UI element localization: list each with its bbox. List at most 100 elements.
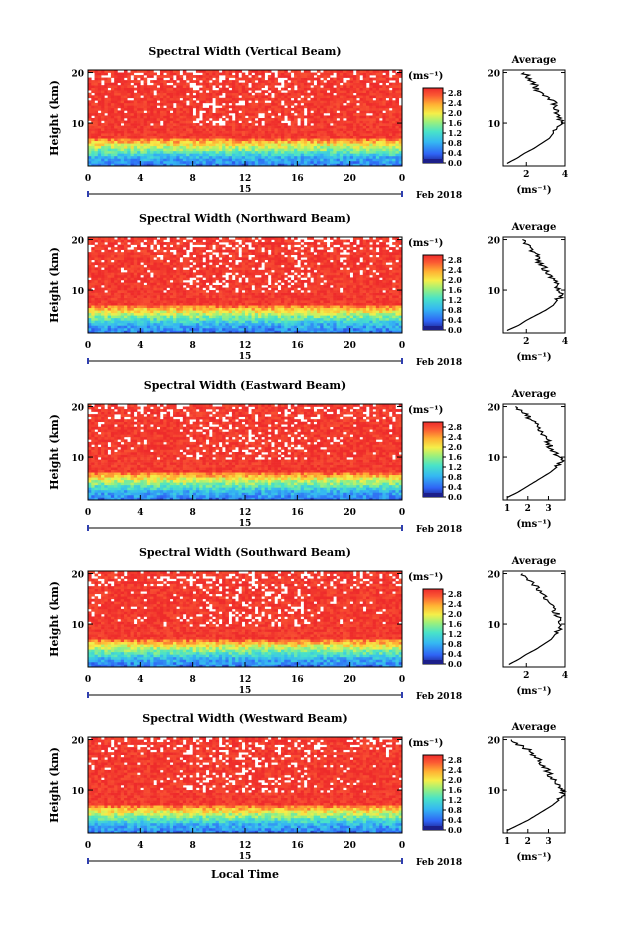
heatmap-cell	[159, 302, 164, 306]
heatmap-cell	[274, 120, 279, 124]
heatmap-cell	[313, 145, 318, 149]
heatmap-cell	[163, 90, 167, 94]
heatmap-cell	[241, 317, 246, 321]
heatmap-cell	[343, 148, 347, 152]
heatmap-cell	[326, 325, 331, 329]
heatmap-cell	[261, 100, 265, 104]
heatmap-cell	[195, 160, 200, 164]
heatmap-cell	[228, 85, 233, 88]
heatmap-cell	[251, 128, 256, 131]
heatmap-cell	[235, 85, 239, 88]
heatmap-cell	[146, 297, 151, 301]
heatmap-cell	[326, 310, 331, 314]
heatmap-cell	[189, 105, 193, 109]
heatmap-cell	[238, 70, 243, 73]
heatmap-cell	[182, 123, 187, 126]
heatmap-cell	[323, 302, 328, 306]
heatmap-cell	[362, 110, 367, 114]
heatmap-cell	[163, 153, 167, 157]
heatmap-cell	[104, 72, 108, 76]
heatmap-cell	[359, 87, 364, 91]
heatmap-cell	[127, 105, 131, 109]
heatmap-cell	[209, 327, 213, 331]
heatmap-cell	[392, 295, 396, 298]
heatmap-cell	[330, 90, 334, 94]
heatmap-cell	[297, 75, 301, 78]
heatmap-cell	[274, 123, 279, 126]
heatmap-cell	[287, 302, 292, 306]
heatmap-cell	[375, 92, 380, 96]
heatmap-cell	[310, 100, 314, 104]
heatmap-cell	[133, 80, 138, 83]
heatmap-cell	[359, 97, 364, 101]
heatmap-cell	[166, 317, 171, 321]
heatmap-cell	[205, 123, 210, 126]
heatmap-cell	[274, 153, 279, 157]
heatmap-cell	[91, 297, 95, 301]
heatmap-cell	[267, 290, 272, 293]
heatmap-cell	[248, 123, 252, 126]
heatmap-cell	[346, 82, 350, 86]
heatmap-cell	[176, 112, 180, 116]
heatmap-cell	[369, 120, 373, 124]
heatmap-cell	[356, 317, 360, 321]
heatmap-cell	[323, 325, 328, 329]
heatmap-cell	[235, 158, 239, 162]
heatmap-cell	[120, 97, 125, 101]
heatmap-cell	[123, 107, 128, 111]
heatmap-cell	[320, 155, 324, 159]
heatmap-cell	[133, 115, 138, 119]
heatmap-cell	[375, 102, 380, 106]
heatmap-cell	[173, 160, 177, 164]
heatmap-cell	[258, 295, 262, 298]
heatmap-cell	[150, 95, 154, 99]
heatmap-cell	[307, 307, 311, 311]
heatmap-cell	[205, 70, 210, 73]
heatmap-cell	[120, 87, 125, 91]
heatmap-cell	[277, 312, 282, 316]
heatmap-cell	[300, 148, 305, 152]
heatmap-cell	[241, 110, 246, 114]
heatmap-cell	[271, 163, 275, 167]
heatmap-cell	[339, 307, 344, 311]
heatmap-cell	[120, 305, 125, 309]
heatmap-cell	[339, 77, 344, 81]
heatmap-cell	[222, 87, 226, 91]
heatmap-cell	[94, 310, 99, 314]
heatmap-cell	[231, 75, 236, 78]
heatmap-cell	[300, 133, 305, 136]
heatmap-cell	[235, 100, 239, 104]
heatmap-cell	[173, 100, 177, 104]
heatmap-cell	[159, 307, 164, 311]
heatmap-cell	[202, 163, 207, 167]
heatmap-cell	[123, 295, 128, 298]
heatmap-cell	[199, 150, 203, 154]
heatmap-cell	[307, 125, 311, 129]
heatmap-cell	[222, 302, 226, 306]
heatmap-cell	[159, 320, 164, 324]
heatmap-cell	[202, 300, 207, 303]
heatmap-cell	[258, 325, 262, 329]
heatmap-cell	[326, 160, 331, 164]
heatmap-cell	[212, 317, 216, 321]
heatmap-cell	[179, 300, 184, 303]
heatmap-cell	[192, 148, 197, 152]
heatmap-cell	[375, 75, 380, 78]
heatmap-cell	[150, 320, 154, 324]
heatmap-cell	[343, 317, 347, 321]
heatmap-cell	[294, 300, 298, 303]
heatmap-cell	[88, 105, 92, 109]
heatmap-cell	[388, 307, 393, 311]
heatmap-cell	[143, 87, 148, 91]
heatmap-cell	[264, 300, 269, 303]
heatmap-cell	[110, 107, 115, 111]
heatmap-cell	[156, 155, 161, 159]
heatmap-cell	[137, 102, 141, 106]
heatmap-cell	[375, 297, 380, 301]
heatmap-cell	[313, 105, 318, 109]
heatmap-cell	[369, 115, 373, 119]
heatmap-cell	[339, 128, 344, 131]
heatmap-cell	[290, 295, 295, 298]
heatmap-cell	[179, 85, 184, 88]
